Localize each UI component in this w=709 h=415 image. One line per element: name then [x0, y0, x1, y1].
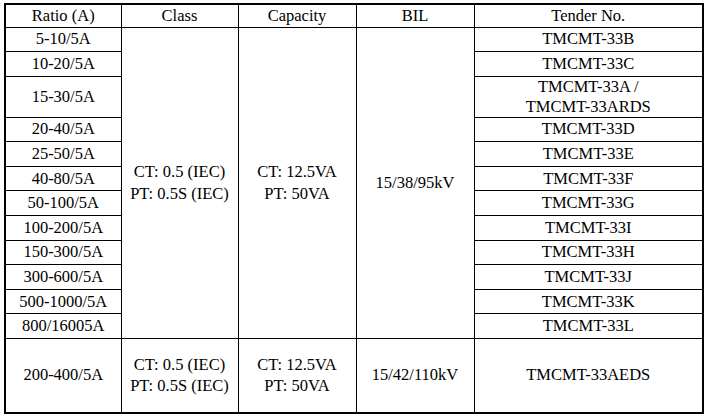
header-tender: Tender No. — [474, 4, 703, 27]
tender-cell: TMCMT-33I — [474, 216, 703, 241]
header-bil: BIL — [356, 4, 474, 27]
ratio-cell: 5-10/5A — [5, 27, 121, 52]
ratio-cell: 15-30/5A — [5, 76, 121, 117]
tender-cell: TMCMT-33E — [474, 142, 703, 167]
ratio-cell: 150-300/5A — [5, 240, 121, 265]
spec-table: Ratio (A) Class Capacity BIL Tender No. … — [4, 3, 704, 414]
bil-cell: 15/42/110kV — [356, 339, 474, 413]
ratio-cell: 100-200/5A — [5, 216, 121, 241]
header-capacity: Capacity — [238, 4, 356, 27]
capacity-cell: CT: 12.5VA PT: 50VA — [238, 339, 356, 413]
tender-cell: TMCMT-33J — [474, 265, 703, 290]
tender-cell: TMCMT-33C — [474, 52, 703, 77]
tender-cell: TMCMT-33B — [474, 27, 703, 52]
ratio-cell: 500-1000/5A — [5, 289, 121, 314]
tender-cell: TMCMT-33K — [474, 289, 703, 314]
tender-cell: TMCMT-33F — [474, 166, 703, 191]
tender-cell: TMCMT-33H — [474, 240, 703, 265]
tender-cell: TMCMT-33AEDS — [474, 339, 703, 413]
header-row: Ratio (A) Class Capacity BIL Tender No. — [5, 4, 703, 27]
capacity-cell: CT: 12.5VA PT: 50VA — [238, 27, 356, 339]
ratio-cell: 300-600/5A — [5, 265, 121, 290]
bil-cell: 15/38/95kV — [356, 27, 474, 339]
tender-cell: TMCMT-33D — [474, 117, 703, 142]
tender-cell: TMCMT-33A / TMCMT-33ARDS — [474, 76, 703, 117]
tender-cell: TMCMT-33G — [474, 191, 703, 216]
class-cell: CT: 0.5 (IEC) PT: 0.5S (IEC) — [121, 339, 238, 413]
table-row: 5-10/5A CT: 0.5 (IEC) PT: 0.5S (IEC) CT:… — [5, 27, 703, 52]
class-cell: CT: 0.5 (IEC) PT: 0.5S (IEC) — [121, 27, 238, 339]
header-ratio: Ratio (A) — [5, 4, 121, 27]
ratio-cell: 200-400/5A — [5, 339, 121, 413]
header-class: Class — [121, 4, 238, 27]
tender-cell: TMCMT-33L — [474, 314, 703, 339]
table-row-last: 200-400/5A CT: 0.5 (IEC) PT: 0.5S (IEC) … — [5, 339, 703, 413]
ratio-cell: 10-20/5A — [5, 52, 121, 77]
ratio-cell: 20-40/5A — [5, 117, 121, 142]
ratio-cell: 800/16005A — [5, 314, 121, 339]
ratio-cell: 25-50/5A — [5, 142, 121, 167]
ratio-cell: 50-100/5A — [5, 191, 121, 216]
ratio-cell: 40-80/5A — [5, 166, 121, 191]
